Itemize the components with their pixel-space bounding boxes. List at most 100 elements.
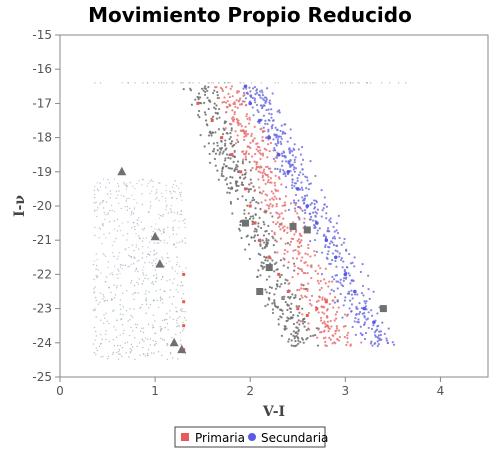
cloud-point	[265, 108, 268, 112]
cloud-point	[290, 184, 294, 187]
cloud-point	[129, 319, 131, 321]
cloud-point	[261, 139, 264, 142]
cloud-point	[292, 344, 295, 348]
cloud-point	[125, 183, 128, 185]
cloud-point	[380, 82, 383, 84]
cloud-point	[107, 355, 110, 358]
cloud-point	[328, 302, 331, 306]
cloud-point	[336, 231, 340, 235]
cloud-point	[155, 273, 158, 276]
cloud-point	[253, 239, 257, 242]
cloud-point	[175, 263, 178, 266]
cloud-point	[267, 178, 270, 182]
cloud-point	[163, 82, 165, 84]
cloud-point	[228, 137, 231, 141]
cloud-point	[259, 149, 262, 152]
cloud-point	[291, 154, 295, 157]
cloud-point	[261, 152, 265, 155]
cloud-point	[259, 96, 262, 99]
cloud-point	[123, 183, 125, 185]
cloud-point	[98, 227, 100, 229]
cloud-point	[258, 151, 261, 154]
cloud-point	[116, 351, 118, 354]
cloud-point	[294, 156, 297, 159]
cloud-point	[121, 324, 124, 326]
cloud-point	[327, 327, 330, 330]
cloud-point	[332, 334, 335, 337]
cloud-point	[320, 251, 324, 254]
cloud-point	[309, 82, 311, 84]
series-0-point	[324, 300, 328, 304]
cloud-point	[225, 153, 229, 156]
cloud-point	[387, 327, 390, 330]
cloud-point	[234, 166, 238, 169]
cloud-point	[281, 154, 284, 158]
cloud-point	[111, 272, 113, 274]
cloud-point	[180, 213, 183, 215]
cloud-point	[261, 94, 265, 97]
cloud-point	[285, 319, 288, 323]
cloud-point	[300, 287, 303, 290]
cloud-point	[144, 261, 146, 264]
cloud-point	[392, 343, 396, 346]
cloud-point	[273, 300, 276, 304]
cloud-point	[237, 124, 240, 127]
cloud-point	[350, 289, 353, 292]
cloud-point	[322, 207, 325, 210]
cloud-point	[229, 202, 233, 205]
cloud-point	[275, 261, 278, 264]
cloud-point	[182, 220, 184, 222]
cloud-point	[151, 281, 154, 283]
cloud-point	[234, 182, 238, 185]
cloud-point	[261, 154, 265, 157]
cloud-point	[376, 340, 379, 343]
cloud-point	[155, 343, 157, 345]
cloud-point	[309, 240, 312, 243]
cloud-point	[250, 132, 253, 135]
cloud-point	[270, 229, 274, 233]
cloud-point	[230, 129, 233, 132]
cloud-point	[166, 280, 168, 282]
cloud-point	[249, 95, 253, 99]
cloud-point	[133, 250, 135, 252]
cloud-point	[302, 202, 306, 205]
cloud-point	[294, 340, 297, 343]
cloud-point	[289, 158, 292, 162]
cloud-point	[328, 280, 331, 283]
cloud-point	[95, 264, 98, 267]
cloud-point	[145, 337, 147, 339]
cloud-point	[103, 300, 106, 302]
cloud-point	[182, 293, 184, 295]
cloud-point	[152, 82, 155, 84]
cloud-point	[287, 317, 290, 320]
cloud-point	[102, 298, 104, 300]
cloud-point	[363, 323, 366, 326]
cloud-point	[236, 160, 240, 163]
cloud-point	[109, 197, 111, 199]
cloud-point	[133, 298, 135, 301]
cloud-point	[248, 86, 251, 89]
cloud-point	[274, 287, 278, 290]
series-1-point	[343, 272, 348, 277]
cloud-point	[276, 283, 279, 286]
series-1-point	[257, 118, 262, 123]
cloud-point	[367, 326, 370, 330]
cloud-point	[241, 100, 245, 103]
cloud-point	[181, 241, 183, 243]
cloud-point	[159, 288, 161, 291]
cloud-point	[293, 265, 296, 268]
cloud-point	[296, 326, 299, 330]
cloud-point	[301, 173, 305, 176]
cloud-point	[257, 165, 260, 169]
cloud-point	[270, 127, 274, 130]
cloud-point	[197, 97, 200, 101]
cloud-point	[113, 326, 115, 328]
cloud-point	[204, 90, 207, 94]
cloud-point	[291, 257, 295, 260]
cloud-point	[319, 331, 322, 334]
cloud-point	[213, 89, 216, 92]
cloud-point	[307, 243, 310, 247]
cloud-point	[120, 264, 123, 266]
cloud-point	[370, 327, 374, 330]
cloud-point	[203, 93, 207, 96]
